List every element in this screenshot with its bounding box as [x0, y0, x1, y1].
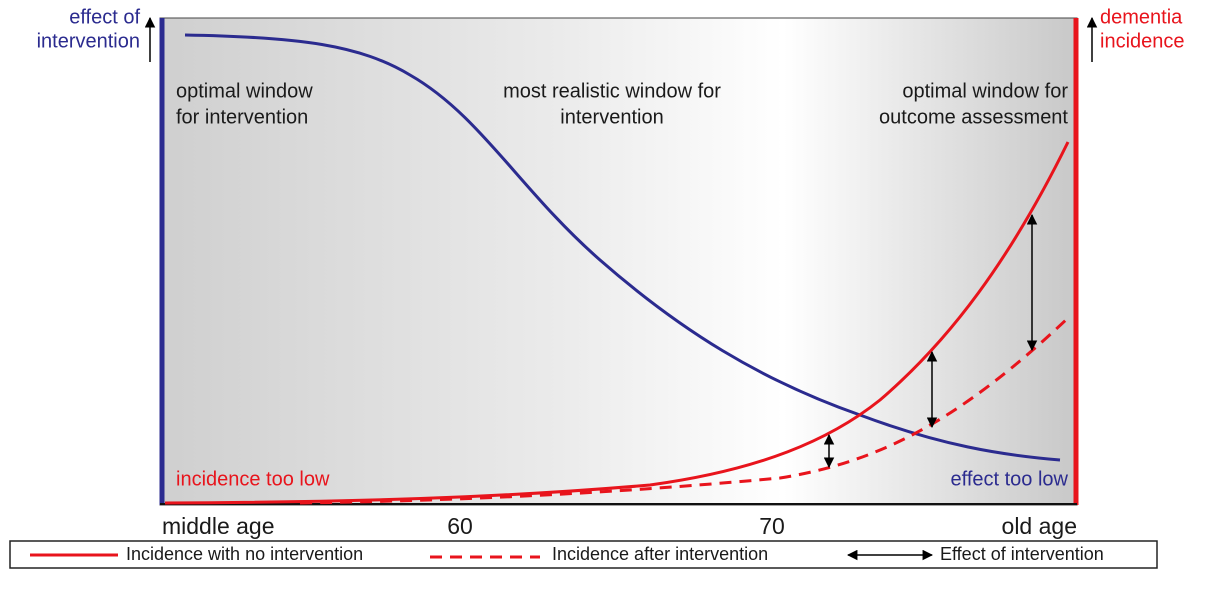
incidence-curve: [164, 141, 1070, 505]
window-label: optimal window for: [902, 80, 1068, 102]
window-label: outcome assessment: [879, 106, 1068, 128]
axis-label: effect of: [69, 6, 140, 28]
x-label: 70: [759, 513, 785, 539]
legend-label: Incidence with no intervention: [126, 544, 363, 564]
window-label: for intervention: [176, 106, 308, 128]
axis-label: dementia: [1100, 6, 1183, 28]
legend-label: Effect of intervention: [940, 544, 1104, 564]
plot-area: [159, 17, 1078, 506]
annotation: effect too low: [951, 468, 1069, 490]
x-label: middle age: [162, 513, 275, 539]
axis-label: incidence: [1100, 30, 1185, 52]
window-label: optimal window: [176, 80, 313, 102]
legend-label: Incidence after intervention: [552, 544, 768, 564]
x-label: old age: [1002, 513, 1077, 539]
legend: [9, 540, 1158, 569]
window-label: most realistic window for: [503, 80, 721, 102]
x-label: 60: [447, 513, 473, 539]
incidence-after-curve: [299, 316, 1070, 505]
annotation: incidence too low: [176, 468, 330, 490]
axis-label: intervention: [37, 30, 140, 52]
window-label: intervention: [560, 106, 663, 128]
